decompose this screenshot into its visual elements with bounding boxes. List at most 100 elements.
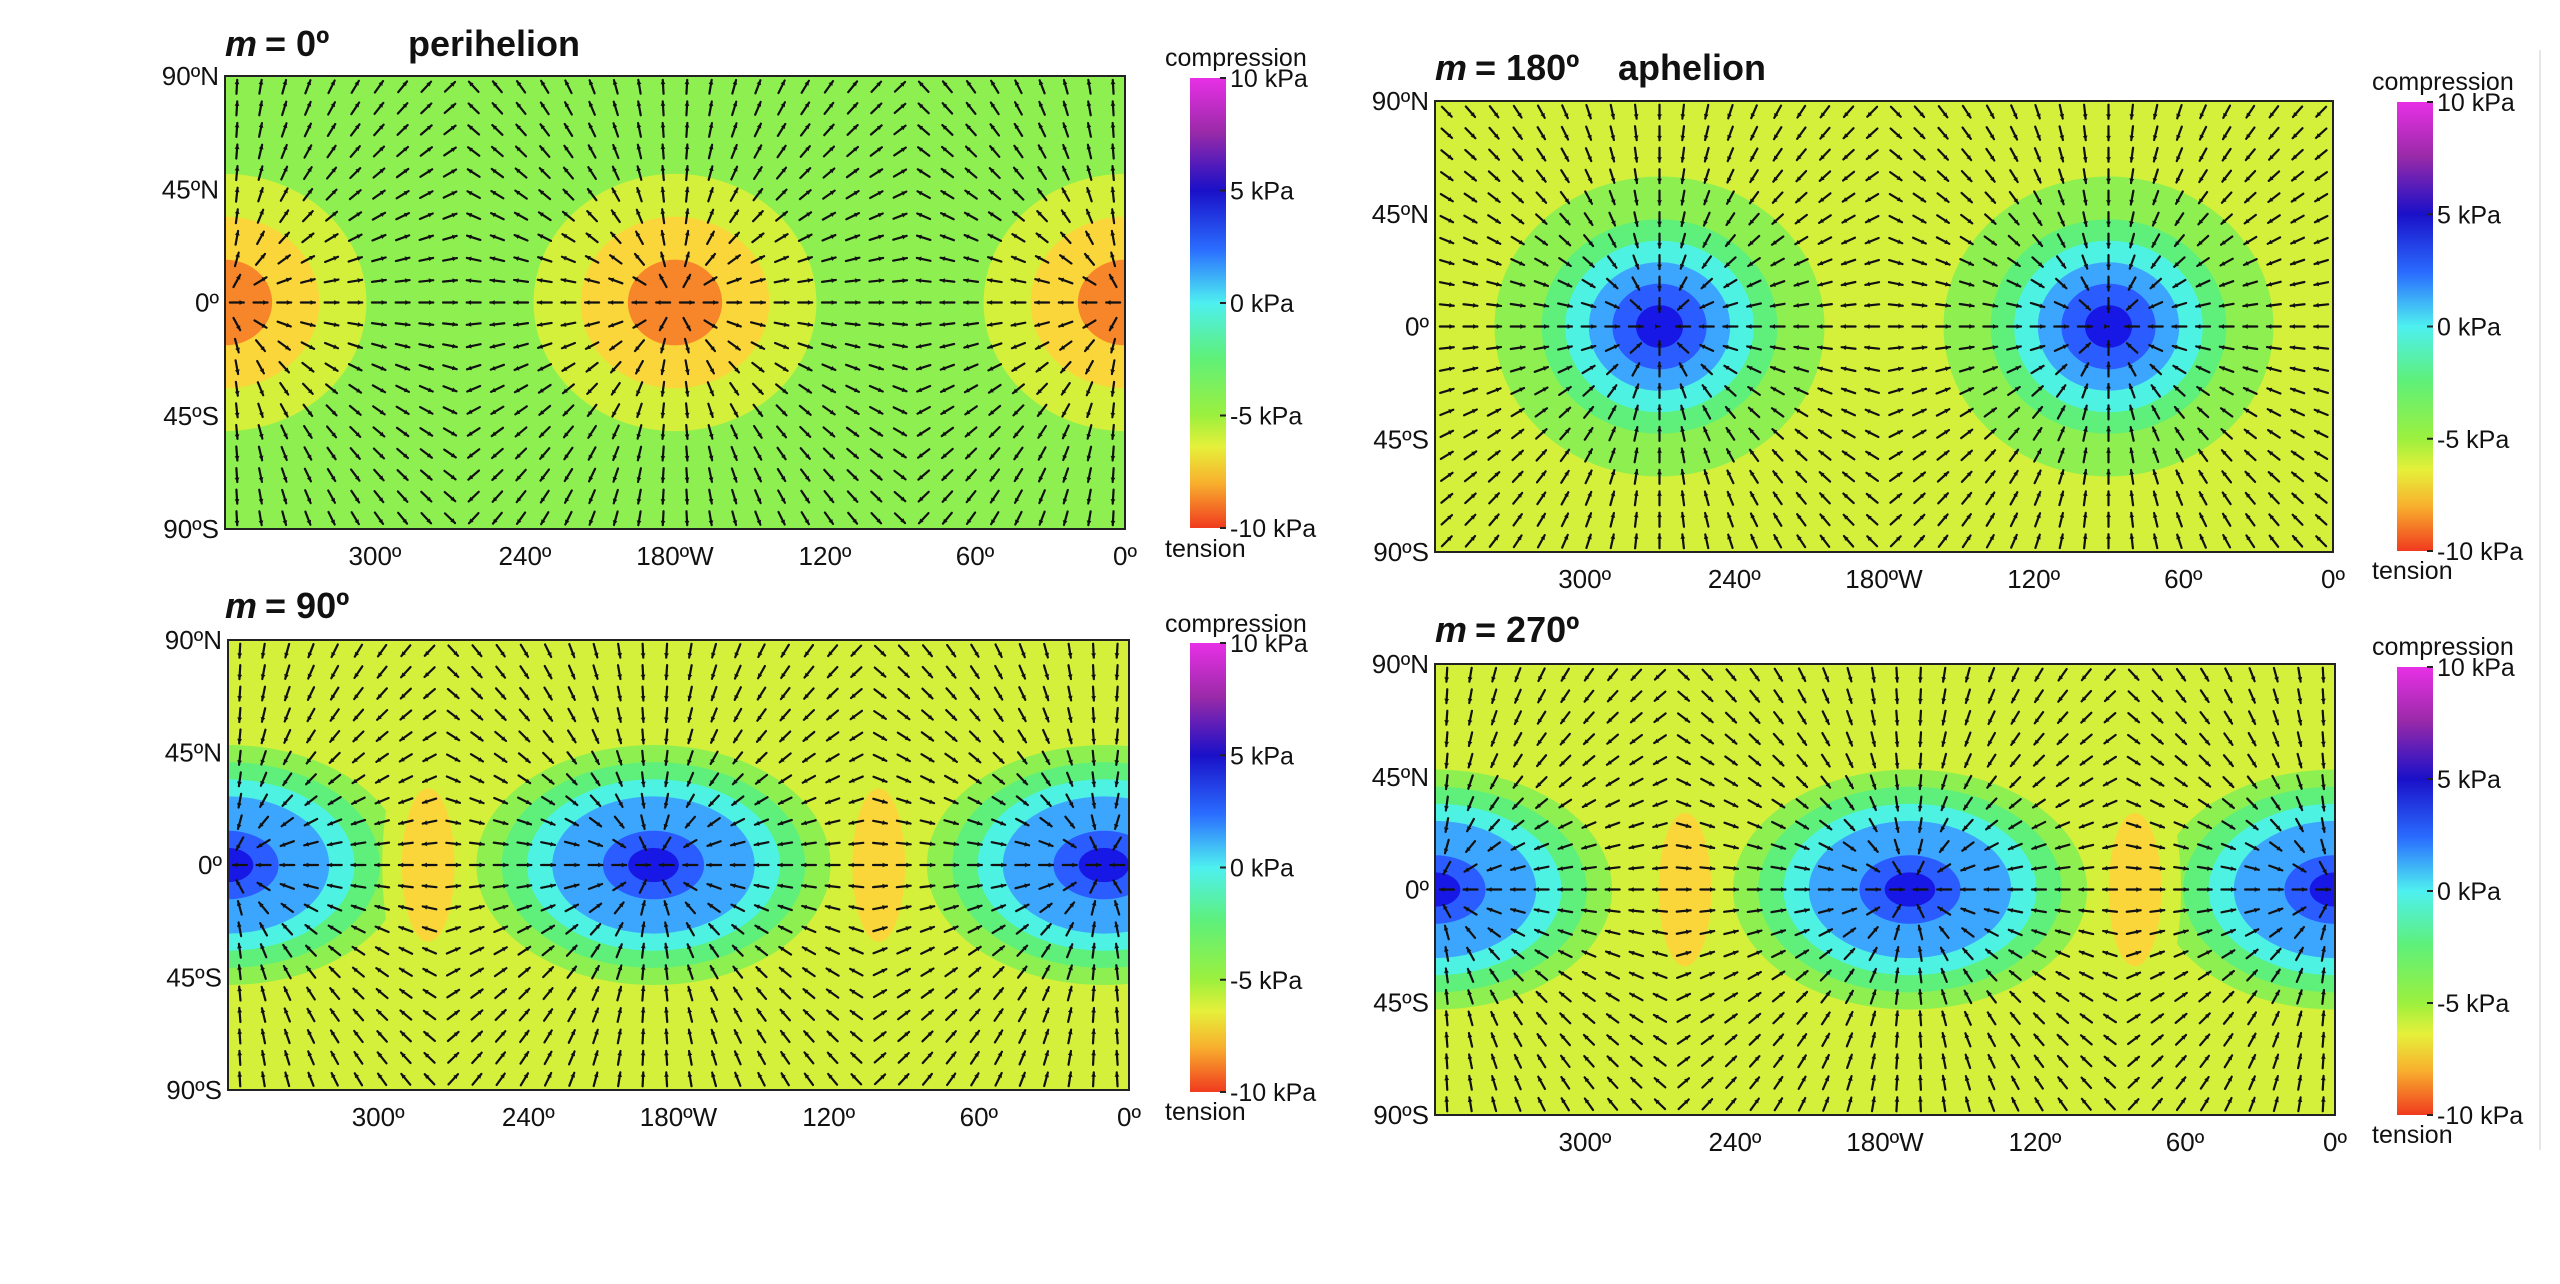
stress-arrow [1817,428,1832,439]
stress-arrow [258,467,264,484]
stress-arrow [586,187,598,202]
stress-arrow [635,359,644,375]
stress-arrow [234,78,240,95]
stress-arrow [1464,840,1477,854]
stress-arrow [1089,836,1098,851]
colorbar-tick-label: 5 kPa [2437,766,2501,794]
stress-arrow [1490,1053,1498,1070]
stress-arrow [1843,818,1856,832]
stress-arrow [1536,754,1548,768]
stress-arrow [1439,214,1455,224]
stress-arrow [2149,799,2165,808]
stress-arrow [397,841,414,847]
stress-arrow [964,405,978,416]
stress-arrow [941,511,953,525]
stress-arrow [1467,989,1474,1005]
stress-arrow [2198,125,2208,141]
stress-arrow [2242,366,2259,373]
stress-arrow [729,187,739,202]
stress-arrow [234,423,240,440]
stress-arrow [587,840,604,848]
stress-arrow [1985,534,1995,549]
stress-arrow [917,80,930,94]
stress-arrow [2246,775,2258,789]
stress-arrow [1583,426,1594,441]
stress-arrow [1633,211,1639,228]
stress-arrow [916,190,931,200]
y-tick-label: 90ºN [162,61,219,91]
stress-arrow [2125,929,2142,936]
stress-arrow [467,80,480,94]
stress-arrow [2030,887,2048,892]
stress-arrow [567,1029,576,1044]
stress-arrow [2198,512,2208,528]
stress-arrow [1961,148,1973,162]
stress-arrow [800,841,817,847]
stress-arrow [592,1050,599,1066]
stress-arrow [1703,447,1711,464]
stress-arrow [1042,986,1050,1002]
stress-arrow [827,644,839,658]
stress-arrow [848,904,865,911]
stress-arrow [2150,992,2165,1002]
stress-arrow [868,343,885,349]
stress-arrow [945,687,957,700]
stress-arrow [492,819,509,826]
stress-arrow [1444,988,1449,1005]
y-tick-label: 45ºN [162,174,219,204]
stress-arrow [1652,844,1668,850]
stress-arrow [2053,301,2069,310]
stress-arrow [710,664,718,680]
stress-arrow [638,879,648,894]
stress-arrow [750,255,766,264]
stress-arrow [986,300,1003,305]
stress-arrow [2174,426,2185,441]
stress-arrow [1987,688,1996,704]
stress-arrow [1605,755,1620,766]
stress-arrow [1701,255,1713,269]
stress-arrow [1817,408,1833,417]
stress-arrow [2033,1054,2045,1069]
stress-arrow [892,190,908,199]
stress-arrow [306,729,316,744]
stress-arrow [893,448,907,459]
stress-arrow [780,1050,791,1065]
stress-arrow [845,384,861,393]
stress-arrow [375,752,389,763]
stress-arrow [516,818,533,826]
stress-arrow [989,123,1001,137]
stress-arrow [2265,302,2282,308]
stress-arrow [2033,147,2042,163]
stress-arrow [711,642,718,659]
stress-arrow [892,256,908,262]
stress-arrow [1091,642,1096,659]
stress-arrow [636,165,643,181]
stress-arrow [1962,968,1973,983]
stress-arrow [966,841,983,847]
stress-arrow [660,229,666,246]
stress-arrow [418,234,435,242]
stress-arrow [349,425,362,438]
stress-arrow [2053,324,2070,329]
stress-arrow [2125,299,2139,311]
stress-arrow [1440,149,1454,161]
stress-arrow [1677,1077,1691,1089]
stress-arrow [2125,887,2142,892]
stress-arrow [1510,407,1525,418]
stress-arrow [2289,324,2306,329]
stress-arrow [872,968,888,977]
stress-arrow [2321,988,2326,1005]
stress-arrow [1083,339,1096,353]
stress-arrow [777,883,794,889]
contour-ring [628,847,679,883]
stress-arrow [350,818,367,826]
stress-arrow [1487,927,1501,938]
stress-arrow [990,883,1007,889]
stress-arrow [1062,100,1069,117]
stress-arrow [399,1009,413,1021]
stress-arrow [687,685,693,702]
stress-arrow [443,146,457,157]
stress-arrow [374,925,390,934]
stress-arrow [2248,1096,2256,1112]
stress-arrow [468,883,486,889]
